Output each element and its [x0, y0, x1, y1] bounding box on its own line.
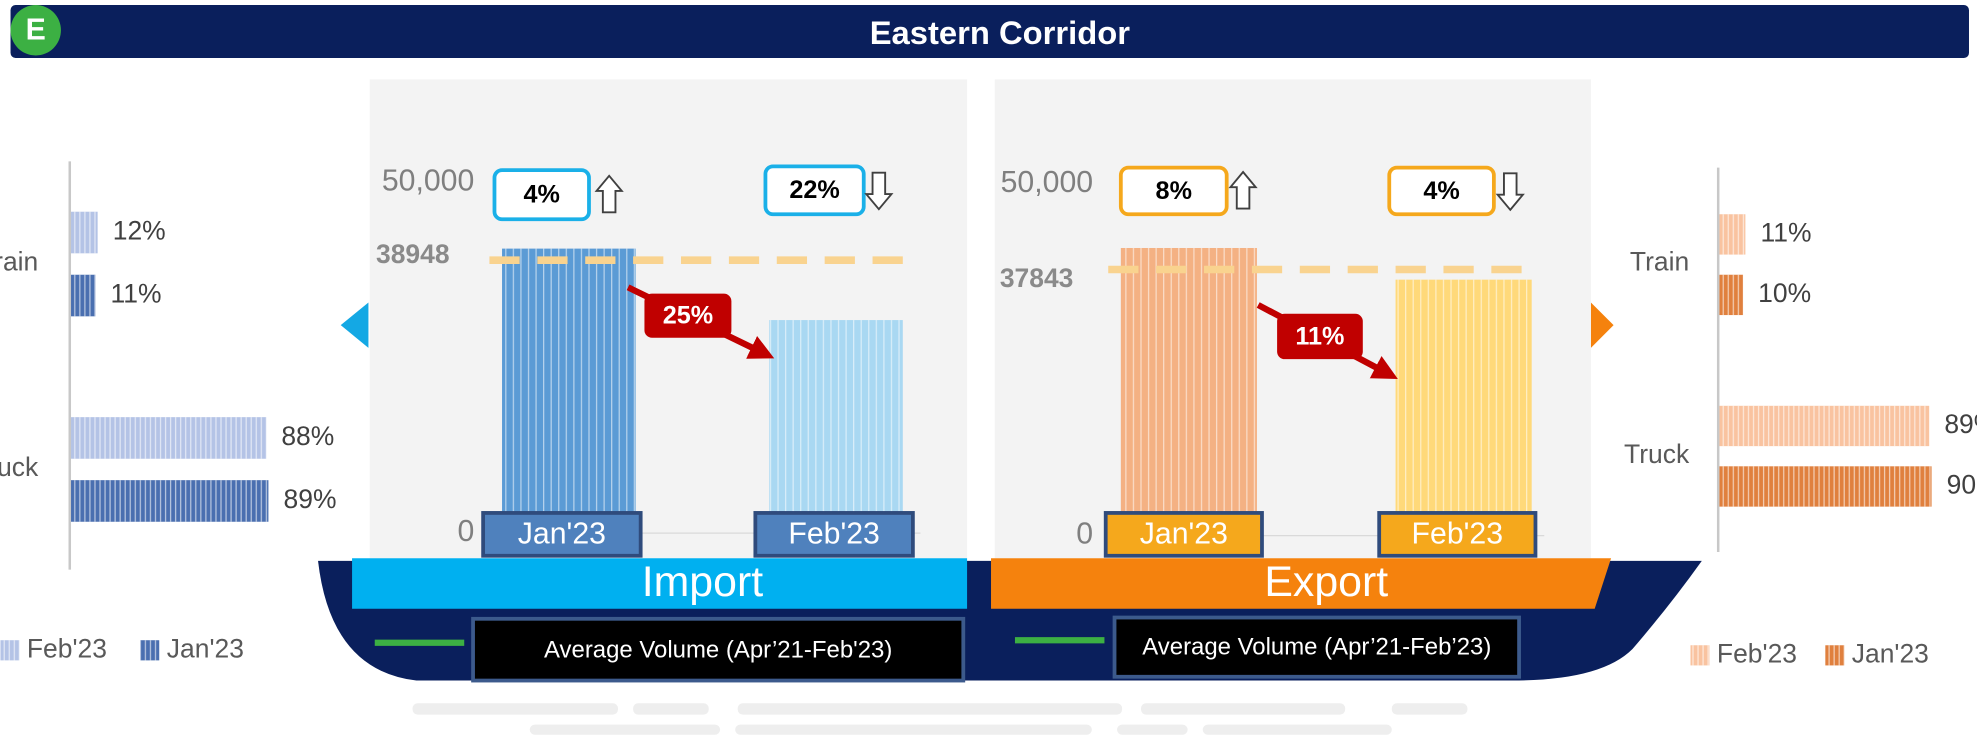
category-label: Train: [0, 246, 38, 276]
placeholder-lines: [413, 703, 1468, 735]
nav-arrow-right[interactable]: [1591, 302, 1614, 347]
section-title: Import: [642, 558, 763, 606]
value-label: 12%: [113, 216, 166, 246]
bar-texture: [71, 417, 266, 459]
bar-texture: [1719, 466, 1931, 506]
legend-label: Feb'23: [1717, 638, 1797, 668]
bar-texture: [71, 275, 95, 317]
y-tick-label: 50,000: [1001, 166, 1093, 199]
section-title: Export: [1264, 558, 1388, 606]
legend-swatch-texture: [140, 640, 159, 660]
value-label: 89%: [284, 484, 337, 514]
value-label: 11%: [1761, 217, 1812, 247]
bar-texture: [502, 249, 636, 533]
legend-label: Feb'23: [27, 633, 107, 663]
x-tick-label: Feb'23: [788, 518, 880, 551]
bar-texture: [71, 480, 268, 522]
legend-swatch-texture: [0, 640, 19, 660]
badge-text: E: [26, 13, 46, 46]
bar-texture: [1396, 280, 1532, 536]
y-tick-label: 50,000: [382, 165, 474, 198]
category-label: Truck: [1624, 439, 1690, 469]
legend-label: Average Volume (Apr’21-Feb'23): [544, 636, 892, 663]
value-label: 11%: [111, 279, 162, 309]
legend-label: Jan'23: [1852, 638, 1929, 668]
legend-label: Jan'23: [167, 633, 244, 663]
bar-texture: [1719, 275, 1743, 315]
x-tick-label: Feb'23: [1412, 518, 1504, 551]
legend-swatch-texture: [1825, 645, 1844, 665]
period-change-label: 25%: [663, 302, 713, 330]
bar-texture: [769, 320, 903, 533]
y-tick-label: 0: [1076, 518, 1093, 551]
category-label: Truck: [0, 452, 39, 482]
dashboard: E Eastern Corridor Train 12% 11% Truck 88% 89…: [0, 0, 1977, 736]
change-label: 4%: [524, 181, 560, 209]
bar-texture: [1121, 248, 1257, 536]
legend-swatch-texture: [1690, 645, 1709, 665]
legend-label: Average Volume (Apr’21-Feb’23): [1142, 634, 1491, 661]
average-value: 37843: [1000, 263, 1074, 293]
x-tick-label: Jan'23: [518, 518, 606, 551]
bar-texture: [71, 212, 98, 254]
average-value: 38948: [376, 239, 450, 269]
bar-texture: [1719, 406, 1929, 446]
value-label: 89%: [1944, 409, 1977, 439]
change-label: 4%: [1423, 177, 1459, 205]
bar-texture: [1719, 214, 1745, 254]
change-label: 8%: [1156, 177, 1192, 205]
x-tick-label: Jan'23: [1140, 518, 1228, 551]
value-label: 88%: [281, 421, 334, 451]
nav-arrow-left[interactable]: [341, 302, 369, 347]
change-label: 22%: [789, 176, 839, 204]
period-change-label: 11%: [1295, 322, 1344, 350]
category-label: Train: [1630, 246, 1689, 276]
y-tick-label: 0: [457, 515, 474, 548]
page: {"header": {"badge": "E", "title": "East…: [0, 0, 1977, 736]
value-label: 90%: [1947, 469, 1977, 499]
value-label: 10%: [1758, 278, 1811, 308]
header-title: Eastern Corridor: [870, 14, 1130, 51]
